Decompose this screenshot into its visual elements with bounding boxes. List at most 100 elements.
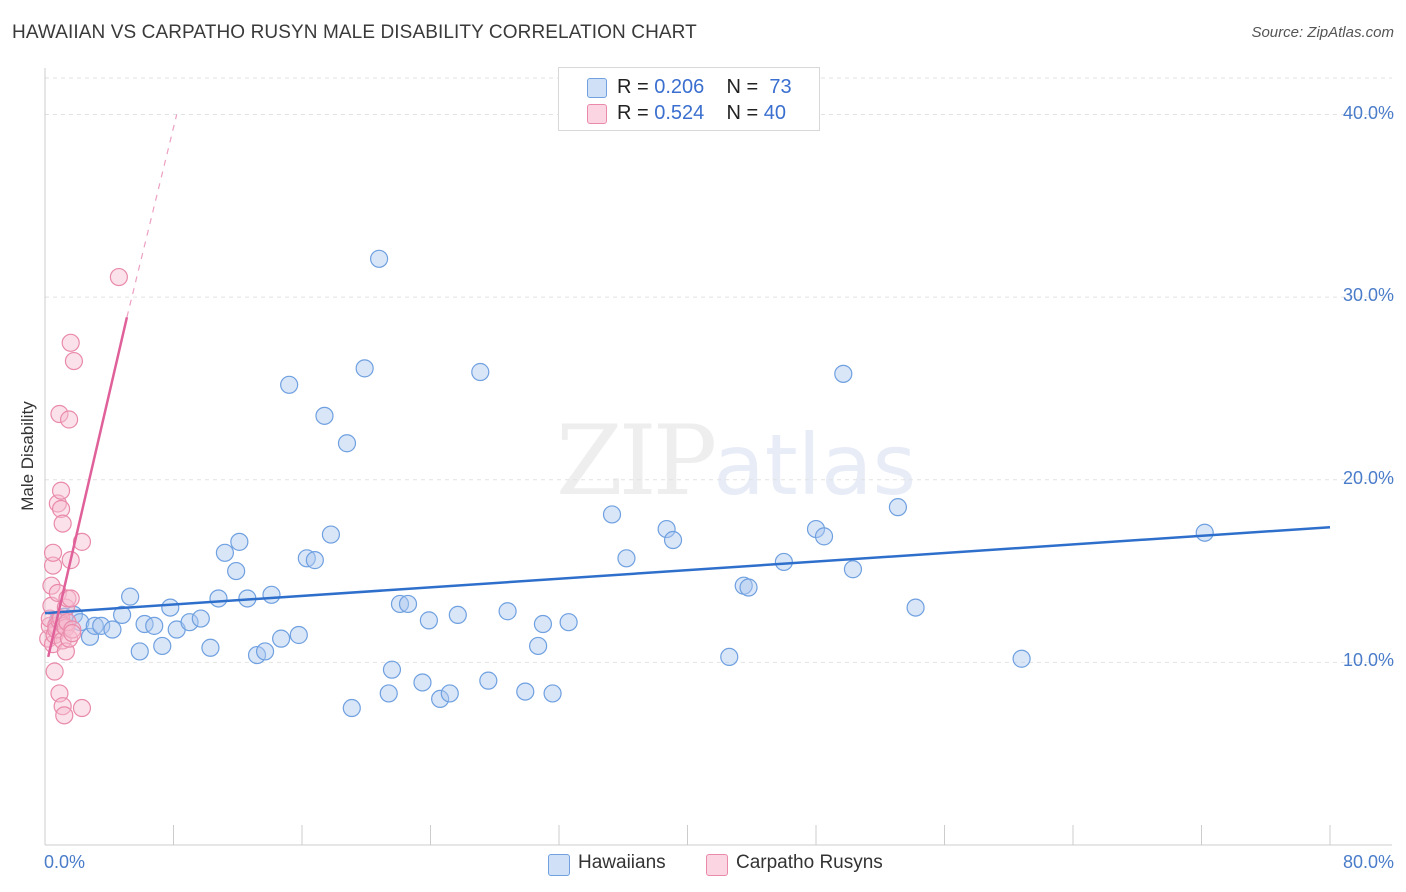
point-hawaiians bbox=[431, 689, 450, 709]
point-hawaiians bbox=[559, 613, 578, 632]
point-hawaiians bbox=[774, 552, 793, 572]
point-hawaiians bbox=[440, 684, 459, 703]
point-carpatho-rusyns bbox=[53, 514, 72, 533]
legend-swatch bbox=[548, 854, 570, 876]
point-carpatho-rusyns bbox=[53, 697, 72, 716]
point-hawaiians bbox=[262, 585, 281, 604]
point-hawaiians bbox=[315, 406, 334, 425]
point-carpatho-rusyns bbox=[63, 624, 82, 643]
point-hawaiians bbox=[663, 530, 683, 550]
point-hawaiians bbox=[255, 642, 275, 661]
point-hawaiians bbox=[382, 660, 402, 679]
y-tick-label: 40.0% bbox=[1342, 102, 1394, 123]
point-hawaiians bbox=[215, 543, 234, 562]
legend-label: Carpatho Rusyns bbox=[736, 852, 883, 873]
point-hawaiians bbox=[112, 605, 132, 625]
point-hawaiians bbox=[471, 362, 490, 382]
point-hawaiians bbox=[337, 434, 357, 453]
point-hawaiians bbox=[413, 673, 432, 692]
legend-stats-carpatho-rusyns: R = 0.524 N = 40 bbox=[617, 102, 787, 124]
point-hawaiians bbox=[533, 614, 553, 634]
chart-title: HAWAIIAN VS CARPATHO RUSYN MALE DISABILI… bbox=[12, 22, 697, 43]
point-hawaiians bbox=[227, 561, 246, 581]
point-hawaiians bbox=[479, 671, 498, 690]
point-carpatho-rusyns bbox=[59, 410, 79, 429]
x-tick-label: 80.0% bbox=[1342, 852, 1394, 872]
y-tick-label: 30.0% bbox=[1342, 285, 1394, 306]
point-hawaiians bbox=[201, 638, 220, 657]
point-hawaiians bbox=[305, 551, 324, 570]
point-hawaiians bbox=[103, 620, 122, 639]
legend-swatch-carpatho-rusyns bbox=[587, 104, 607, 124]
trend-line-hawaiians bbox=[44, 525, 1331, 615]
point-hawaiians bbox=[161, 598, 180, 617]
y-axis-label: Male Disability bbox=[18, 401, 37, 511]
point-hawaiians bbox=[153, 636, 172, 656]
point-hawaiians bbox=[379, 684, 398, 703]
y-tick-label: 20.0% bbox=[1342, 467, 1394, 488]
point-carpatho-rusyns bbox=[51, 481, 71, 500]
point-hawaiians bbox=[834, 364, 853, 383]
point-carpatho-rusyns bbox=[43, 543, 63, 562]
point-hawaiians bbox=[398, 594, 418, 614]
point-hawaiians bbox=[230, 532, 249, 551]
legend-stats-hawaiians: R = 0.206 N = 73 bbox=[617, 76, 792, 98]
point-hawaiians bbox=[145, 616, 164, 635]
point-hawaiians bbox=[529, 636, 548, 656]
point-hawaiians bbox=[321, 525, 341, 544]
correlation-legend: R = 0.206 N = 73 R = 0.524 N = 40 bbox=[558, 67, 820, 131]
point-hawaiians bbox=[180, 613, 199, 632]
point-hawaiians bbox=[617, 549, 636, 568]
point-hawaiians bbox=[370, 249, 389, 268]
point-carpatho-rusyns bbox=[42, 576, 61, 595]
source-label: Source: ZipAtlas.com bbox=[1251, 24, 1394, 41]
point-hawaiians bbox=[602, 505, 622, 524]
point-hawaiians bbox=[657, 519, 676, 539]
legend-swatch bbox=[706, 854, 728, 876]
series-legend: Hawaiians Carpatho Rusyns bbox=[0, 852, 1406, 878]
point-hawaiians bbox=[843, 560, 863, 579]
trend-line-extension-carpatho-rusyns bbox=[126, 114, 178, 318]
point-hawaiians bbox=[121, 587, 140, 606]
point-hawaiians bbox=[448, 605, 467, 625]
point-hawaiians bbox=[272, 629, 291, 648]
point-carpatho-rusyns bbox=[64, 351, 84, 371]
point-hawaiians bbox=[1195, 523, 1214, 542]
point-carpatho-rusyns bbox=[50, 404, 69, 424]
point-carpatho-rusyns bbox=[72, 698, 92, 718]
watermark-atlas: atlas bbox=[713, 416, 917, 514]
x-tick-label: 0.0% bbox=[44, 852, 86, 872]
point-carpatho-rusyns bbox=[72, 532, 92, 551]
point-carpatho-rusyns bbox=[61, 589, 80, 608]
point-carpatho-rusyns bbox=[109, 267, 128, 287]
point-hawaiians bbox=[739, 578, 758, 597]
legend-label: Hawaiians bbox=[578, 852, 666, 873]
point-carpatho-rusyns bbox=[55, 706, 74, 725]
point-hawaiians bbox=[516, 682, 535, 701]
point-carpatho-rusyns bbox=[45, 662, 64, 681]
point-hawaiians bbox=[289, 625, 308, 645]
point-carpatho-rusyns bbox=[43, 556, 63, 575]
point-hawaiians bbox=[888, 498, 908, 517]
zipatlas-watermark: ZIPatlas bbox=[556, 405, 916, 517]
point-hawaiians bbox=[498, 602, 517, 621]
point-carpatho-rusyns bbox=[61, 333, 80, 352]
watermark-zip: ZIP bbox=[556, 405, 717, 517]
point-hawaiians bbox=[342, 698, 361, 718]
point-hawaiians bbox=[209, 589, 228, 608]
point-hawaiians bbox=[80, 627, 100, 646]
point-hawaiians bbox=[92, 616, 111, 635]
point-hawaiians bbox=[814, 527, 834, 546]
point-hawaiians bbox=[543, 684, 562, 703]
trend-line-carpatho-rusyns bbox=[46, 316, 129, 658]
point-hawaiians bbox=[85, 616, 104, 635]
point-hawaiians bbox=[280, 375, 299, 394]
point-hawaiians bbox=[906, 598, 925, 617]
point-hawaiians bbox=[419, 611, 438, 630]
point-hawaiians bbox=[191, 609, 210, 628]
legend-swatch-hawaiians bbox=[587, 78, 607, 98]
point-hawaiians bbox=[1012, 649, 1031, 668]
point-hawaiians bbox=[720, 647, 739, 667]
point-hawaiians bbox=[355, 359, 374, 378]
